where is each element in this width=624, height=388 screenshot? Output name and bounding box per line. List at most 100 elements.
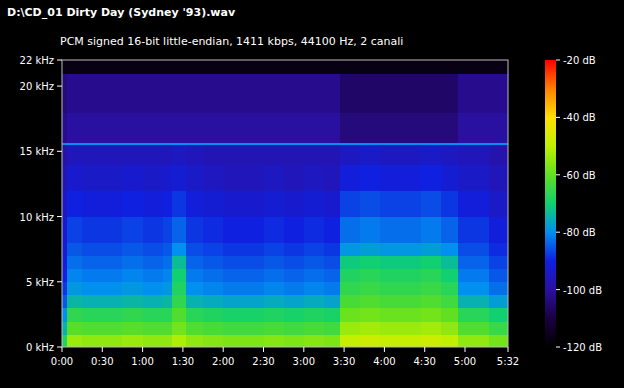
cell [223, 145, 244, 165]
cell [223, 164, 244, 191]
cell [458, 60, 472, 74]
cell [360, 112, 381, 143]
cell [340, 112, 361, 143]
cell [421, 145, 442, 165]
cell [122, 190, 143, 217]
cell [401, 164, 422, 191]
cell [122, 73, 143, 113]
cell [472, 282, 490, 296]
cell [172, 60, 186, 74]
cell [186, 217, 204, 244]
cell [380, 282, 401, 296]
cell [472, 73, 490, 113]
cell [360, 190, 381, 217]
cell [441, 190, 459, 217]
cell [441, 334, 459, 347]
cell [82, 112, 103, 143]
cell [143, 190, 164, 217]
colorbar-tick-label: -120 dB [563, 342, 602, 353]
cell [243, 190, 264, 217]
cell [458, 269, 472, 283]
cell [122, 282, 143, 296]
cell [324, 334, 341, 347]
cell [340, 295, 361, 309]
cell [62, 269, 68, 283]
cell [122, 217, 143, 244]
cell [143, 145, 164, 165]
cell [472, 334, 490, 347]
cell [62, 112, 68, 143]
cell [67, 321, 82, 335]
cell [324, 73, 341, 113]
cell [472, 190, 490, 217]
cell [340, 269, 361, 283]
cell [223, 112, 244, 143]
cell [472, 145, 490, 165]
cell [223, 282, 244, 296]
cell [489, 112, 508, 143]
cell [458, 73, 472, 113]
cell [284, 295, 305, 309]
x-tick [465, 347, 466, 352]
cell [360, 164, 381, 191]
cell [489, 217, 508, 244]
x-tick-label: 0:00 [51, 356, 73, 367]
subtitle: PCM signed 16-bit little-endian, 1411 kb… [60, 35, 403, 48]
cell [472, 112, 490, 143]
cell [489, 60, 508, 74]
x-tick [508, 347, 509, 352]
cell [243, 145, 264, 165]
cell [143, 164, 164, 191]
cell [421, 217, 442, 244]
y-tick [57, 151, 62, 152]
x-tick [384, 347, 385, 352]
cell [489, 269, 508, 283]
title: D:\CD_01 Dirty Day (Sydney '93).wav [7, 6, 236, 19]
cell [203, 164, 224, 191]
cell [458, 164, 472, 191]
cell [324, 243, 341, 257]
cell [458, 145, 472, 165]
cell [489, 321, 508, 335]
cell [380, 269, 401, 283]
x-tick [182, 347, 183, 352]
cell [102, 73, 123, 113]
cell [401, 112, 422, 143]
cell [421, 282, 442, 296]
cell [203, 321, 224, 335]
cell [304, 282, 325, 296]
cell [421, 256, 442, 270]
cell [122, 295, 143, 309]
cell [203, 295, 224, 309]
cell [284, 256, 305, 270]
cell [401, 243, 422, 257]
cell [122, 334, 143, 347]
cell [340, 334, 361, 347]
cell [223, 217, 244, 244]
x-tick [303, 347, 304, 352]
cell [122, 256, 143, 270]
cell [380, 190, 401, 217]
cell [472, 243, 490, 257]
cell [284, 73, 305, 113]
cell [264, 269, 285, 283]
x-tick-label: 1:00 [131, 356, 153, 367]
cell [203, 217, 224, 244]
cell [143, 321, 164, 335]
plot-frame [62, 60, 508, 347]
x-tick-label: 2:00 [212, 356, 234, 367]
cell [284, 321, 305, 335]
cell [67, 334, 82, 347]
cell [82, 321, 103, 335]
cell [380, 73, 401, 113]
cell [102, 217, 123, 244]
cell [441, 256, 459, 270]
cell [264, 334, 285, 347]
cell [243, 164, 264, 191]
cell [62, 321, 68, 335]
cell [172, 243, 186, 257]
cell [203, 112, 224, 143]
cell [324, 295, 341, 309]
cell [458, 321, 472, 335]
cell [340, 243, 361, 257]
